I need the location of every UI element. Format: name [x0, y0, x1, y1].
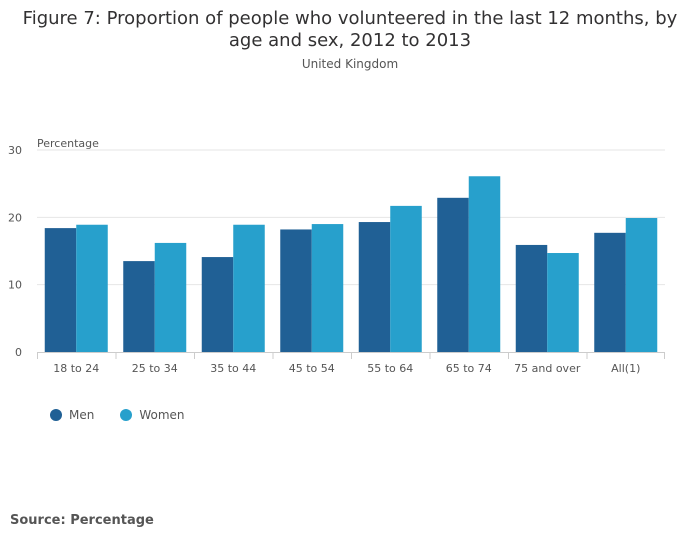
bar-women-8[interactable]	[625, 218, 658, 352]
chart-title-line-2: age and sex, 2012 to 2013	[228, 30, 472, 51]
x-tick-label: 18 to 24	[53, 362, 99, 375]
chart-title: Figure 7: Proportion of people who volun…	[0, 8, 700, 52]
x-tick-label: 25 to 34	[132, 362, 178, 375]
bar-women-2[interactable]	[154, 242, 187, 352]
legend-label-women: Women	[139, 408, 185, 422]
bar-men-4[interactable]	[280, 229, 312, 352]
bar-women-4[interactable]	[311, 224, 344, 352]
x-axis-ticks: 18 to 24 25 to 34 35 to 44 45 to 54 55 to 64…	[37, 352, 665, 375]
bars	[44, 176, 658, 352]
x-tick-label: 45 to 54	[289, 362, 335, 375]
legend-item-men[interactable]: Men	[50, 408, 94, 422]
chart-title-line-1: Figure 7: Proportion of people who volun…	[22, 8, 678, 29]
bar-men-8[interactable]	[594, 232, 626, 352]
y-tick-label: 30	[8, 144, 22, 157]
y-axis-ticks: 0 10 20 30	[8, 144, 22, 359]
legend: Men Women	[50, 408, 185, 422]
y-tick-label: 10	[8, 279, 22, 292]
chart-subtitle: United Kingdom	[301, 57, 399, 71]
source-note: Source: Percentage	[10, 513, 154, 528]
bar-women-5[interactable]	[390, 205, 422, 352]
bar-women-3[interactable]	[233, 224, 265, 352]
y-tick-label: 20	[8, 211, 22, 224]
legend-swatch-men	[50, 409, 62, 421]
x-tick-label: All(1)	[611, 362, 640, 375]
x-tick-label: 75 and over	[514, 362, 581, 375]
bar-men-1[interactable]	[44, 228, 77, 352]
x-tick-label: 35 to 44	[210, 362, 256, 375]
legend-item-women[interactable]: Women	[120, 408, 185, 422]
bar-women-1[interactable]	[76, 224, 108, 352]
legend-swatch-women	[120, 409, 133, 421]
bar-men-3[interactable]	[201, 257, 234, 352]
y-axis-label: Percentage	[37, 137, 99, 150]
y-tick-label: 0	[15, 346, 22, 359]
bar-women-6[interactable]	[468, 176, 501, 352]
bar-women-7[interactable]	[547, 253, 579, 352]
bar-men-6[interactable]	[437, 197, 469, 352]
x-tick-label: 55 to 64	[367, 362, 413, 375]
legend-label-men: Men	[69, 408, 95, 422]
bar-men-5[interactable]	[358, 222, 391, 352]
bar-men-2[interactable]	[123, 261, 155, 352]
bar-men-7[interactable]	[515, 244, 548, 352]
x-tick-label: 65 to 74	[446, 362, 492, 375]
